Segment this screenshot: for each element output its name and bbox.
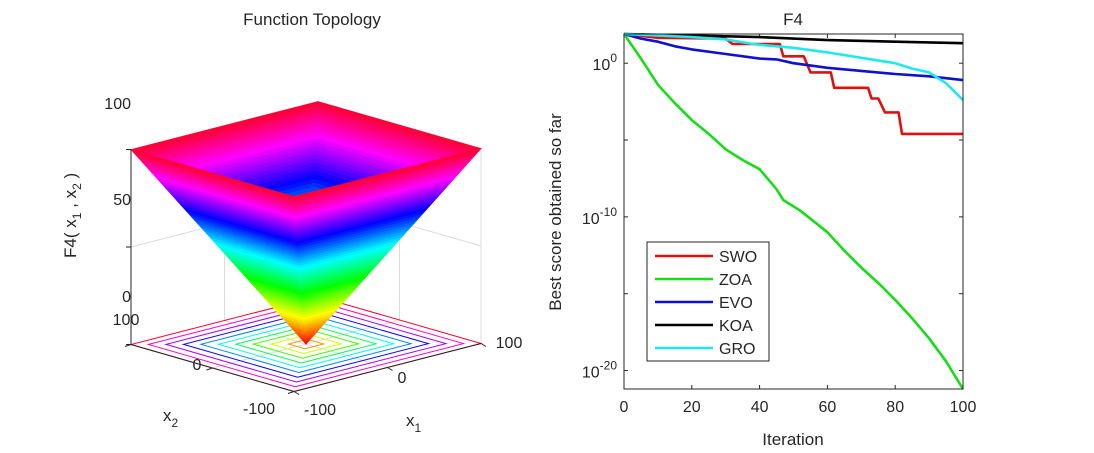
- x1-tick-label: -100: [304, 402, 336, 419]
- convergence-title: F4: [783, 10, 803, 29]
- y-tick-label: 10-10: [582, 205, 617, 228]
- axis-line: [206, 367, 213, 371]
- x-tick-label: 20: [683, 399, 701, 416]
- z-axis-label: F4( x1 , x2 ): [61, 173, 84, 258]
- axis-line: [293, 391, 300, 395]
- z-tick-label: 0: [122, 289, 131, 306]
- x-tick-labels: 0 20 40 60 80 100: [620, 399, 977, 416]
- x-tick-label: 40: [751, 399, 769, 416]
- axes-box: [623, 33, 964, 390]
- surface-axes: [124, 149, 487, 395]
- legend-label: KOA: [719, 318, 753, 335]
- surface-band: [293, 147, 482, 200]
- x-tick-label: 80: [886, 399, 904, 416]
- surface-mesh: [130, 101, 482, 345]
- legend-label: ZOA: [719, 272, 752, 289]
- legend-label: SWO: [719, 249, 757, 266]
- z-tick-label: 100: [104, 96, 131, 113]
- surface-title: Function Topology: [243, 10, 381, 29]
- series-line-evo: [623, 32, 964, 82]
- x1-tick-label: 0: [398, 370, 407, 387]
- y-tick-labels: 100 10-10 10-20: [582, 51, 617, 381]
- axis-line: [287, 391, 295, 394]
- x1-axis-label: x1: [406, 411, 422, 435]
- x-tick-label: 0: [620, 399, 629, 416]
- y-axis-label: Best score obtained so far: [546, 113, 565, 311]
- y-tick-label: 100: [593, 51, 618, 74]
- x1-tick-label: 100: [496, 335, 523, 352]
- axis-line: [387, 367, 393, 371]
- x-tick-label: 100: [950, 399, 977, 416]
- x2-axis-label: x2: [163, 406, 179, 430]
- x2-tick-label: 100: [113, 312, 140, 329]
- series-line-zoa: [622, 33, 965, 390]
- axis-line: [480, 343, 487, 347]
- surface-plot: Function Topology 100 50 0 100 0 -100 -1…: [61, 10, 522, 435]
- x-axis-label: Iteration: [762, 430, 823, 449]
- series-line-swo: [623, 32, 963, 136]
- z-tick-label: 50: [113, 192, 131, 209]
- axis-line: [124, 344, 132, 347]
- legend-label: EVO: [719, 295, 753, 312]
- series-lines: [622, 32, 965, 390]
- series-line-gro: [623, 32, 964, 102]
- legend: SWO ZOA EVO KOA GRO: [646, 241, 770, 362]
- x-tick-label: 60: [819, 399, 837, 416]
- x2-tick-label: -100: [243, 401, 275, 418]
- legend-label: GRO: [719, 341, 755, 358]
- x2-tick-label: 0: [193, 357, 202, 374]
- y-tick-label: 10-20: [582, 359, 617, 382]
